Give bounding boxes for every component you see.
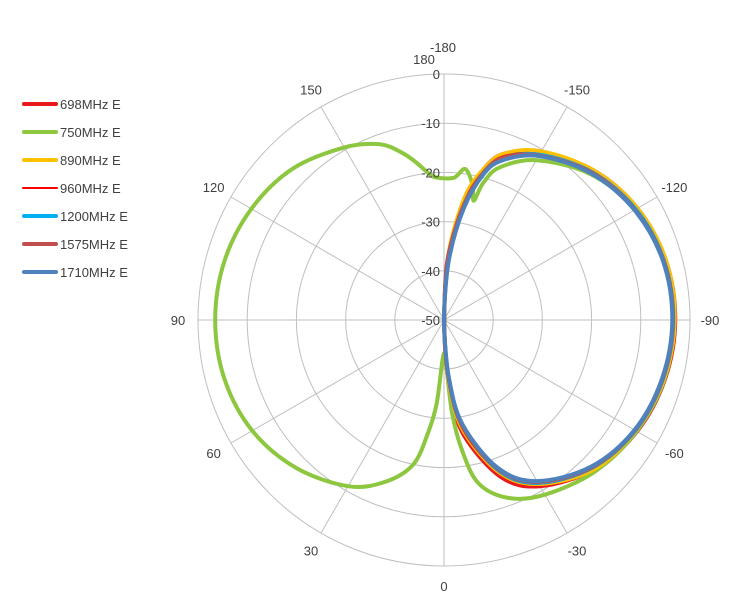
legend-swatch: [22, 214, 58, 218]
angle-tick-label: 150: [300, 83, 322, 98]
legend-label: 1710MHz E: [60, 264, 128, 280]
legend-item: 890MHz E: [22, 146, 182, 174]
legend-item: 960MHz E: [22, 174, 182, 202]
legend-item: 698MHz E: [22, 90, 182, 118]
legend-swatch: [22, 270, 58, 274]
angle-tick-label: 180: [413, 52, 435, 67]
legend-item: 1575MHz E: [22, 230, 182, 258]
legend-label: 960MHz E: [60, 180, 121, 196]
legend-swatch: [22, 187, 58, 189]
legend-item: 1200MHz E: [22, 202, 182, 230]
chart-legend: 698MHz E 750MHz E 890MHz E 960MHz E 1200MHz …: [22, 90, 182, 286]
angle-tick-label: 120: [203, 180, 225, 195]
series-line-6: [442, 153, 675, 484]
radial-tick-labels: 0 -10 -20 -30 -40 -50: [421, 67, 440, 328]
radial-tick-label: 0: [433, 67, 440, 82]
angle-tick-label: 90: [171, 313, 185, 328]
legend-label: 1575MHz E: [60, 236, 128, 252]
angle-tick-label: 0: [440, 579, 447, 594]
legend-swatch: [22, 102, 58, 106]
angle-tick-label: -150: [564, 83, 590, 98]
legend-label: 750MHz E: [60, 124, 121, 140]
radial-tick-label: -20: [421, 165, 440, 180]
radial-tick-label: -30: [421, 215, 440, 230]
legend-label: 1200MHz E: [60, 208, 128, 224]
legend-item: 1710MHz E: [22, 258, 182, 286]
angle-tick-label: -120: [661, 180, 687, 195]
series-layer: [213, 141, 678, 501]
legend-swatch: [22, 158, 58, 162]
radial-tick-label: -50: [421, 313, 440, 328]
angle-tick-label: 60: [206, 446, 220, 461]
radial-tick-label: -40: [421, 264, 440, 279]
series-line-3: [443, 151, 675, 485]
angle-tick-label: -30: [568, 543, 587, 558]
angle-tick-label: -60: [665, 446, 684, 461]
angle-tick-label: -90: [701, 313, 720, 328]
series-line-4: [442, 151, 676, 485]
legend-label: 698MHz E: [60, 96, 121, 112]
legend-swatch: [22, 242, 58, 246]
angular-tick-labels: 0 30 60 90 120 150 180-180 -150 -120 -90 -60 -30: [171, 40, 720, 594]
angle-tick-label: -180: [430, 40, 456, 55]
radial-tick-label: -10: [421, 116, 440, 131]
series-line-2: [442, 148, 677, 487]
legend-swatch: [22, 130, 58, 134]
angle-tick-label: 30: [304, 543, 318, 558]
legend-label: 890MHz E: [60, 152, 121, 168]
legend-item: 750MHz E: [22, 118, 182, 146]
